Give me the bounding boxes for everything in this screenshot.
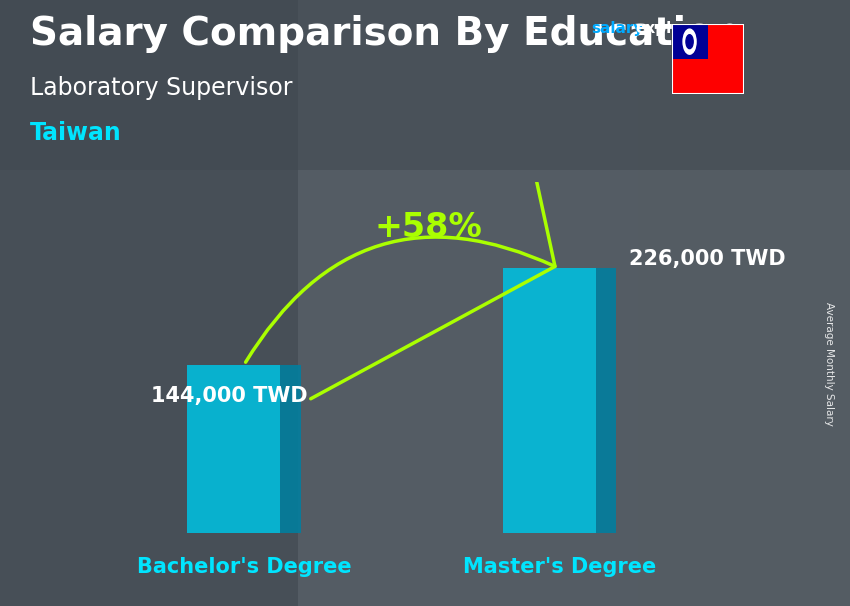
Polygon shape bbox=[596, 268, 616, 533]
Text: salary: salary bbox=[591, 21, 643, 36]
Polygon shape bbox=[503, 268, 596, 533]
Bar bbox=[638, 0, 850, 606]
Circle shape bbox=[683, 29, 696, 54]
Polygon shape bbox=[280, 365, 301, 533]
Bar bbox=[672, 24, 707, 59]
FancyArrowPatch shape bbox=[246, 0, 555, 399]
Bar bbox=[298, 0, 638, 606]
Text: Average Monthly Salary: Average Monthly Salary bbox=[824, 302, 834, 425]
Text: 144,000 TWD: 144,000 TWD bbox=[151, 385, 308, 405]
Bar bbox=[0, 0, 850, 170]
Text: Bachelor's Degree: Bachelor's Degree bbox=[137, 557, 352, 577]
Text: .com: .com bbox=[693, 21, 734, 36]
Bar bbox=[0, 0, 298, 606]
Text: +58%: +58% bbox=[375, 211, 482, 244]
Text: Master's Degree: Master's Degree bbox=[463, 557, 656, 577]
Text: Taiwan: Taiwan bbox=[30, 121, 122, 145]
Text: explorer: explorer bbox=[636, 21, 708, 36]
Text: 226,000 TWD: 226,000 TWD bbox=[630, 249, 786, 269]
Text: Salary Comparison By Education: Salary Comparison By Education bbox=[30, 15, 740, 53]
Circle shape bbox=[686, 35, 693, 48]
Polygon shape bbox=[188, 365, 280, 533]
Text: Laboratory Supervisor: Laboratory Supervisor bbox=[30, 76, 292, 100]
